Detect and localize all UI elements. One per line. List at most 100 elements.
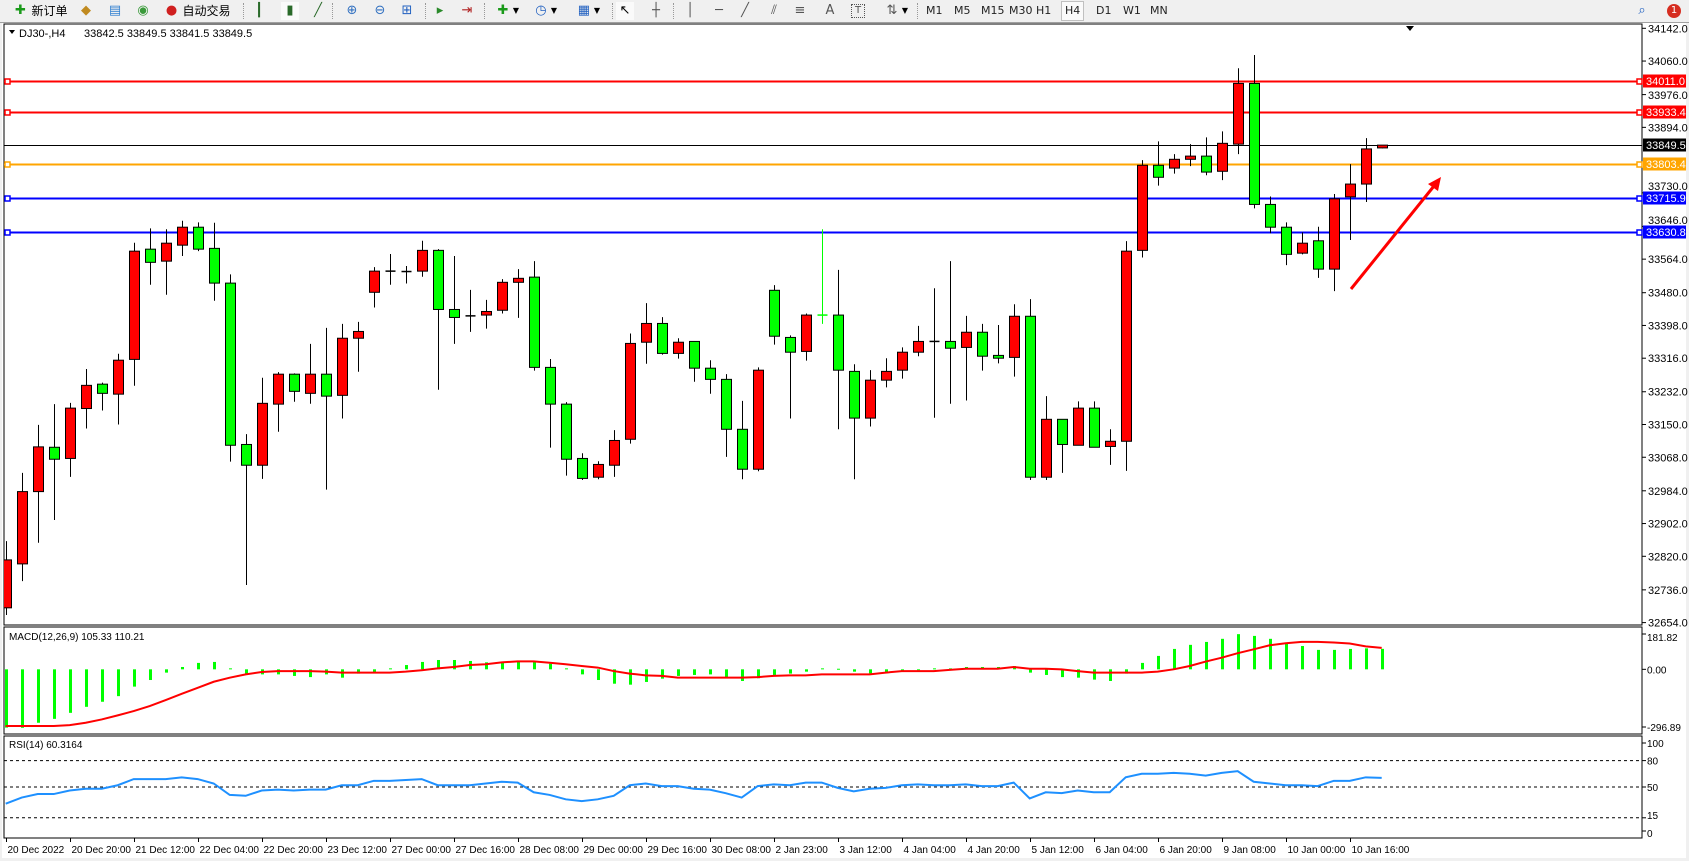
period-d1-button[interactable]: D1: [1096, 4, 1112, 17]
text-label-button[interactable]: T: [849, 2, 867, 20]
candle: [97, 382, 108, 411]
period-m15-button[interactable]: M15: [981, 4, 1005, 17]
period-m1-button[interactable]: M1: [926, 4, 943, 17]
level-handle[interactable]: [1636, 229, 1643, 236]
time-tick-label: 22 Dec 04:00: [200, 845, 260, 856]
level-handle[interactable]: [1636, 109, 1643, 116]
level-handle[interactable]: [4, 229, 11, 236]
macd-histogram-bar: [1333, 649, 1336, 670]
candle: [897, 347, 908, 379]
toolbar-separator: [917, 3, 918, 19]
level-handle[interactable]: [4, 78, 11, 85]
period-w1-button[interactable]: W1: [1123, 4, 1141, 17]
level-handle[interactable]: [1636, 161, 1643, 168]
tile-windows-button[interactable]: ⊞: [398, 2, 416, 20]
time-tick-label: 23 Dec 12:00: [328, 845, 388, 856]
candle: [465, 289, 476, 332]
line-chart-button[interactable]: ╱: [309, 2, 327, 20]
macd-histogram-bar: [1365, 648, 1368, 670]
chart-window[interactable]: 34142.0 34060.0 33976.0 33894.0 33730.0 33646…: [0, 23, 1689, 861]
macd-histogram-bar: [549, 663, 552, 670]
rsi-tick-label: 0: [1647, 829, 1653, 840]
macd-histogram-bar: [565, 668, 568, 670]
level-handle[interactable]: [4, 109, 11, 116]
candle: [273, 372, 284, 432]
periods-dropdown[interactable]: ◷ ▼: [530, 2, 560, 20]
time-tick-label: 29 Dec 16:00: [648, 845, 708, 856]
rsi-line: [5, 770, 1382, 805]
period-m5-button[interactable]: M5: [954, 4, 971, 17]
candle-body-bear: [225, 282, 236, 446]
candle: [1057, 418, 1068, 473]
candle-body-bear: [449, 308, 460, 318]
candle: [833, 269, 844, 430]
zoom-in-button[interactable]: ⊕: [343, 2, 361, 20]
annotation-arrow-line[interactable]: [1349, 185, 1436, 290]
horizontal-line-button[interactable]: ─: [710, 2, 728, 20]
level-handle[interactable]: [4, 161, 11, 168]
auto-trading-button[interactable]: ● 自动交易: [161, 2, 233, 20]
chart-shift-marker[interactable]: [1406, 26, 1414, 31]
rsi-indicator: [4, 760, 1642, 819]
equidistant-channel-icon: ⫽: [771, 3, 777, 18]
arrows-dropdown[interactable]: ⇅ ▼: [882, 2, 910, 20]
templates-dropdown[interactable]: ▦ ▼: [573, 2, 603, 20]
cursor-button[interactable]: ↖: [616, 2, 634, 20]
candle: [689, 340, 700, 382]
candle: [961, 315, 972, 401]
chart-shift-button[interactable]: ⇥: [458, 2, 476, 20]
period-mn-button[interactable]: MN: [1150, 4, 1168, 17]
market-watch-button[interactable]: ◆: [77, 2, 95, 20]
candle-body-bear: [833, 314, 844, 371]
candle: [1105, 429, 1116, 465]
candle-body-bull: [369, 270, 380, 293]
candle: [1089, 401, 1100, 448]
level-handle[interactable]: [1636, 78, 1643, 85]
fibonacci-button[interactable]: ≡: [791, 2, 809, 20]
candle-body-bull: [65, 407, 76, 459]
level-handle[interactable]: [4, 195, 11, 202]
macd-tick-label: 181.82: [1647, 633, 1678, 644]
macd-histogram-bar: [853, 669, 856, 672]
candle-body-bull: [897, 351, 908, 371]
main-price-panel[interactable]: [3, 23, 1643, 626]
bar-chart-button[interactable]: ┃: [250, 2, 268, 20]
crosshair-button[interactable]: ┼: [647, 2, 665, 20]
price-tick-label: 33646.0: [1648, 215, 1688, 227]
period-m30-button[interactable]: M30: [1009, 4, 1033, 17]
new-order-button[interactable]: ✚ 新订单: [10, 2, 70, 20]
period-h4-button[interactable]: H4: [1061, 1, 1085, 21]
chart-menu-triangle-icon[interactable]: [9, 30, 15, 34]
navigator-button[interactable]: ▤: [106, 2, 124, 20]
candle: [1137, 160, 1148, 258]
market-watch-icon: ◆: [81, 3, 91, 18]
level-handle[interactable]: [1636, 195, 1643, 202]
vertical-line-button[interactable]: │: [681, 2, 699, 20]
candle-body-bear: [145, 248, 156, 263]
candlestick-chart-button[interactable]: ▮: [281, 2, 299, 20]
price-tick-label: 33316.0: [1648, 353, 1688, 365]
candlestick-chart-icon: ▮: [286, 3, 294, 18]
macd-panel[interactable]: [3, 626, 1643, 735]
candle: [641, 303, 652, 364]
indicators-dropdown[interactable]: ✚ ▼: [492, 2, 522, 20]
notifications-button[interactable]: 1: [1664, 2, 1684, 20]
candle-body-bear: [209, 247, 220, 284]
candle: [625, 333, 636, 444]
macd-histogram-bar: [229, 668, 232, 670]
time-tick-label: 30 Dec 08:00: [712, 845, 772, 856]
zoom-out-button[interactable]: ⊖: [371, 2, 389, 20]
text-button[interactable]: A: [821, 2, 839, 20]
signals-icon: ◉: [137, 3, 149, 18]
trendline-button[interactable]: ╱: [736, 2, 754, 20]
equidistant-channel-button[interactable]: ⫽: [765, 2, 783, 20]
macd-histogram-bar: [21, 669, 24, 728]
signals-button[interactable]: ◉: [134, 2, 152, 20]
candle-body-bear: [769, 289, 780, 337]
candle: [945, 261, 956, 404]
candle-body-bull: [1217, 142, 1228, 172]
period-h1-button[interactable]: H1: [1036, 4, 1052, 17]
candle-body-bull: [1185, 155, 1196, 160]
search-button[interactable]: ⌕: [1633, 2, 1651, 20]
auto-scroll-button[interactable]: ▸: [431, 2, 449, 20]
